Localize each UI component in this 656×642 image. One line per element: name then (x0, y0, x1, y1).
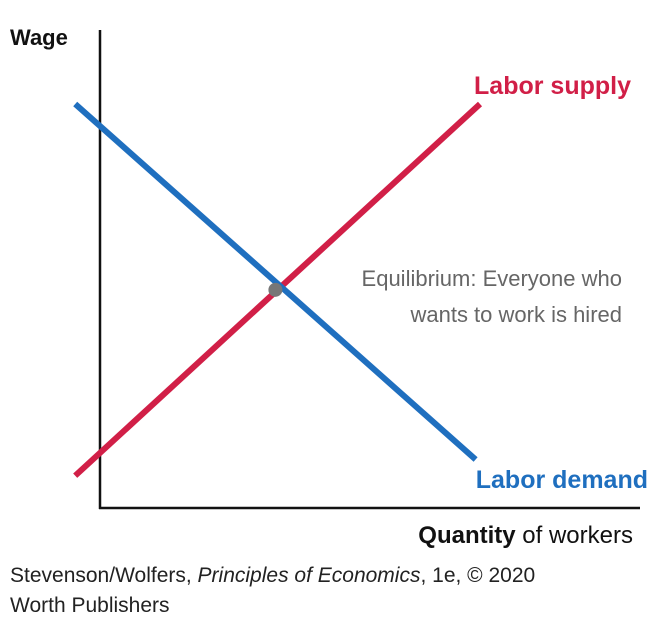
x-axis-label: Quantity of workers (418, 522, 633, 549)
labor-supply-label: Labor supply (474, 72, 631, 100)
equilibrium-label-line1: Equilibrium: Everyone who (362, 266, 622, 291)
series-lines (73, 101, 483, 478)
credit-author: Stevenson/Wolfers, (10, 564, 198, 587)
equilibrium-label-line2: wants to work is hired (409, 302, 622, 327)
publisher-name: Worth Publishers (10, 594, 170, 617)
supply-demand-chart: Wage Quantity of workers Labor supply Labor… (10, 25, 648, 549)
labels: Wage Quantity of workers Labor supply Labor… (10, 25, 648, 549)
equilibrium-point (268, 282, 283, 297)
labor-demand-label: Labor demand (476, 466, 648, 494)
x-axis-label-bold: Quantity (418, 522, 516, 549)
axes (98, 30, 640, 510)
credit-edition: , 1e, © 2020 (420, 564, 536, 587)
credit-line: Stevenson/Wolfers, Principles of Economi… (10, 562, 535, 590)
credit-publisher: Worth Publishers (10, 592, 170, 620)
y-axis-label: Wage (10, 25, 68, 50)
credit-book-title: Principles of Economics (197, 564, 421, 587)
labor-demand-line (73, 101, 478, 462)
x-axis-label-rest: of workers (516, 522, 633, 549)
